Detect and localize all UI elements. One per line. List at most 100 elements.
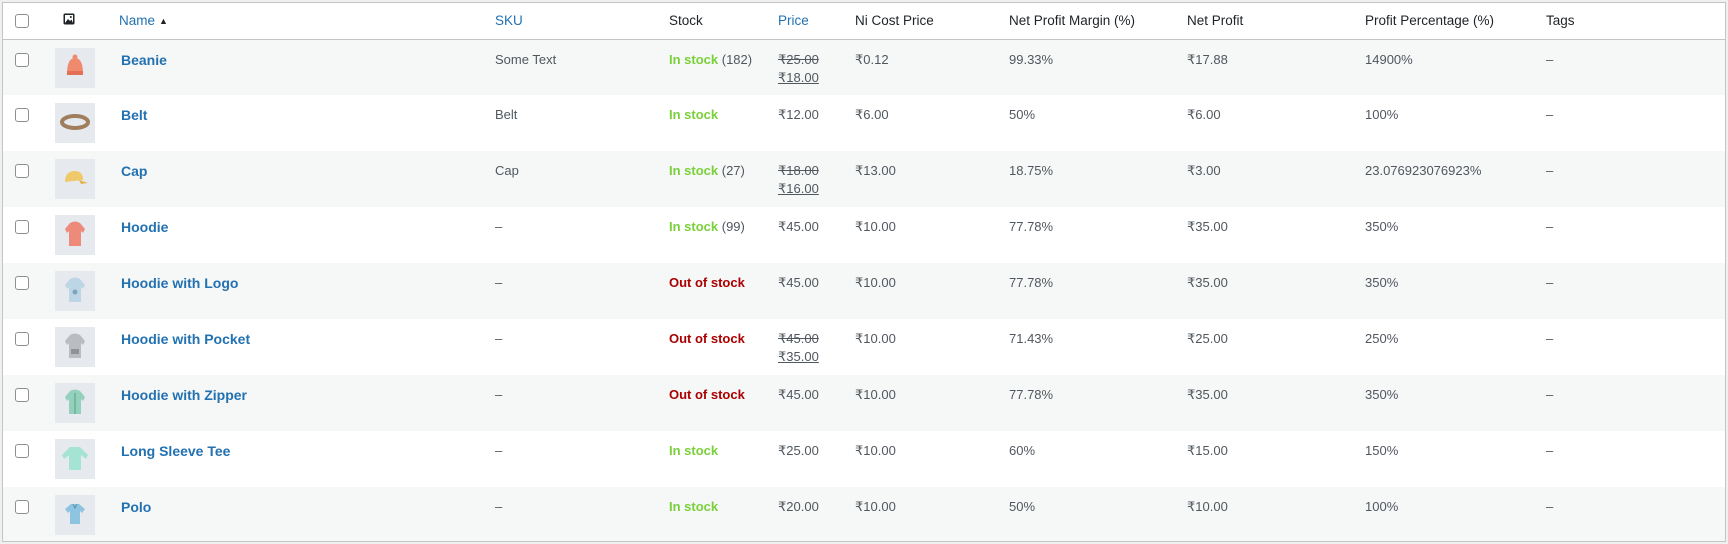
sku-value: –	[495, 387, 503, 402]
product-thumbnail[interactable]	[55, 47, 95, 88]
regular-price: ₹12.00	[778, 107, 819, 122]
product-name-link[interactable]: Polo	[121, 499, 152, 515]
profit-pct-header-label: Profit Percentage (%)	[1365, 13, 1495, 29]
product-thumbnail[interactable]	[55, 327, 95, 367]
row-checkbox[interactable]	[15, 276, 29, 290]
price-column-header[interactable]: Price	[778, 3, 855, 40]
regular-price: ₹45.00	[778, 275, 819, 290]
regular-price: ₹45.00	[778, 331, 819, 346]
stock-column-header: Stock	[669, 3, 778, 40]
sku-header-label[interactable]: SKU	[495, 13, 523, 29]
name-column-header[interactable]: Name ▲	[119, 3, 495, 40]
product-thumbnail[interactable]	[55, 103, 95, 143]
regular-price: ₹45.00	[778, 387, 819, 402]
profit-pct-value: 100%	[1365, 107, 1399, 122]
profit-pct-value: 350%	[1365, 387, 1399, 402]
product-thumbnail[interactable]	[55, 383, 95, 423]
tags-value: –	[1546, 51, 1554, 67]
profit-pct-value: 14900%	[1365, 51, 1413, 67]
sku-value: –	[495, 219, 503, 234]
margin-value: 18.75%	[1009, 163, 1054, 178]
regular-price: ₹20.00	[778, 499, 819, 514]
product-name-link[interactable]: Hoodie with Pocket	[121, 331, 251, 347]
row-checkbox[interactable]	[15, 164, 29, 178]
margin-value: 77.78%	[1009, 387, 1054, 402]
sku-value: Some Text	[495, 51, 557, 67]
product-thumbnail[interactable]	[55, 495, 95, 535]
product-name-link[interactable]: Hoodie with Logo	[121, 275, 239, 291]
product-name-link[interactable]: Beanie	[121, 51, 167, 68]
table-header: Name ▲ SKU Stock Price Ni Cost Price Net …	[3, 3, 1725, 40]
tags-column-header: Tags	[1546, 3, 1725, 40]
stock-status: Out of stock	[669, 275, 745, 290]
regular-price: ₹18.00	[778, 163, 819, 178]
row-checkbox[interactable]	[15, 108, 29, 122]
tags-value: –	[1546, 163, 1554, 178]
net-profit-value: ₹25.00	[1187, 331, 1228, 346]
select-all-checkbox[interactable]	[15, 13, 29, 28]
row-select-cell	[3, 319, 49, 375]
margin-value: 50%	[1009, 107, 1036, 122]
regular-price: ₹45.00	[778, 219, 819, 234]
row-checkbox[interactable]	[15, 444, 29, 458]
net-profit-value: ₹6.00	[1187, 107, 1221, 122]
table-row: Hoodie with Zipper – Out of stock ₹45.00…	[3, 375, 1725, 431]
sale-price: ₹35.00	[778, 349, 819, 364]
product-thumbnail[interactable]	[55, 271, 95, 311]
profit-pct-value: 100%	[1365, 499, 1399, 514]
cap-icon	[61, 168, 89, 191]
row-checkbox[interactable]	[15, 500, 29, 514]
row-select-cell	[3, 207, 49, 263]
table-row: Polo – In stock ₹20.00 ₹10.00 50% ₹10.00…	[3, 487, 1725, 541]
sku-column-header[interactable]: SKU	[495, 3, 669, 40]
product-name-link[interactable]: Cap	[121, 163, 148, 179]
profit-pct-value: 150%	[1365, 443, 1399, 458]
sku-value: –	[495, 443, 503, 458]
name-header-label[interactable]: Name	[119, 13, 156, 29]
row-checkbox[interactable]	[15, 388, 29, 402]
profit-pct-value: 23.076923076923%	[1365, 163, 1482, 178]
product-thumbnail[interactable]	[55, 159, 95, 199]
sale-price: ₹18.00	[778, 69, 819, 85]
product-name-link[interactable]: Belt	[121, 107, 148, 123]
product-name-link[interactable]: Long Sleeve Tee	[121, 443, 231, 459]
row-checkbox[interactable]	[15, 220, 29, 234]
hoodie-icon	[63, 221, 87, 250]
net-profit-value: ₹35.00	[1187, 275, 1228, 290]
regular-price: ₹25.00	[778, 443, 819, 458]
stock-status: In stock	[669, 499, 719, 514]
margin-value: 99.33%	[1009, 51, 1054, 67]
row-select-cell	[3, 151, 49, 207]
product-name-link[interactable]: Hoodie	[121, 219, 169, 235]
margin-value: 77.78%	[1009, 275, 1054, 290]
net-profit-value: ₹17.88	[1187, 51, 1228, 67]
products-table: Name ▲ SKU Stock Price Ni Cost Price Net …	[3, 3, 1725, 541]
row-checkbox[interactable]	[15, 52, 29, 67]
net-profit-value: ₹10.00	[1187, 499, 1228, 514]
stock-count: (99)	[718, 219, 745, 234]
price-header-label[interactable]: Price	[778, 13, 809, 29]
sort-ascending-icon: ▲	[159, 16, 168, 27]
image-icon	[63, 13, 75, 28]
thumbnail-cell	[49, 375, 119, 431]
product-thumbnail[interactable]	[55, 215, 95, 255]
thumbnail-cell	[49, 151, 119, 207]
stock-status: Out of stock	[669, 331, 745, 346]
net-profit-column-header: Net Profit	[1187, 3, 1365, 40]
margin-column-header: Net Profit Margin (%)	[1009, 3, 1187, 40]
row-select-cell	[3, 95, 49, 151]
thumbnail-cell	[49, 263, 119, 319]
tags-value: –	[1546, 387, 1554, 402]
row-checkbox[interactable]	[15, 332, 29, 346]
ni-cost-value: ₹13.00	[855, 163, 896, 178]
product-thumbnail[interactable]	[55, 439, 95, 479]
polo-icon	[63, 502, 87, 529]
tags-value: –	[1546, 219, 1554, 234]
product-name-link[interactable]: Hoodie with Zipper	[121, 387, 247, 403]
margin-value: 77.78%	[1009, 219, 1054, 234]
net-profit-header-label: Net Profit	[1187, 13, 1244, 29]
tags-header-label: Tags	[1546, 13, 1575, 29]
thumbnail-cell	[49, 95, 119, 151]
profit-pct-value: 350%	[1365, 219, 1399, 234]
row-select-cell	[3, 263, 49, 319]
